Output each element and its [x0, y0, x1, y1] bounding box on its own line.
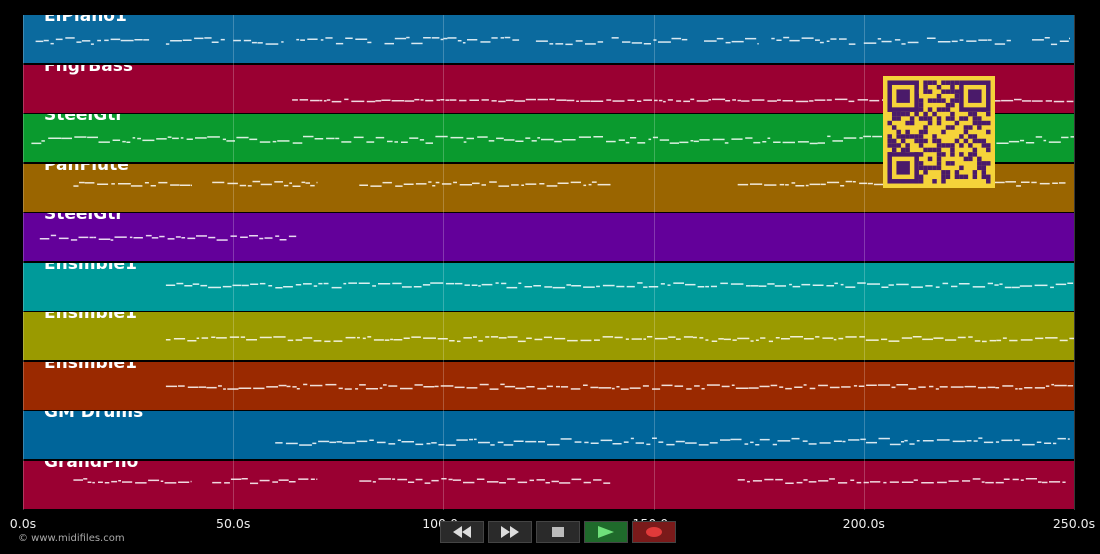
track-name: Ensmble1: [44, 262, 137, 274]
time-tick-label: 200.0s: [842, 516, 885, 531]
track-name: FngrBass: [44, 64, 133, 76]
time-gridline: [1074, 15, 1075, 510]
track-lane: Ensmble1: [23, 262, 1074, 312]
qr-code-icon: [887, 80, 991, 184]
track-lane: PanFlute: [23, 163, 1074, 213]
transport-controls: [440, 521, 676, 543]
play-icon: [598, 526, 614, 538]
note-marks: [165, 281, 1074, 288]
track-name: PanFlute: [44, 163, 129, 175]
time-tick-label: 0.0s: [9, 516, 37, 531]
note-marks: [35, 36, 1070, 46]
track-lane: Ensmble1: [23, 312, 1074, 361]
fast-forward-button[interactable]: [488, 521, 532, 543]
track-name: SteelGtr: [44, 114, 124, 125]
track-name: ElPiano1: [44, 15, 127, 26]
track-name: GM Drums: [44, 411, 144, 422]
track-name: GrandPno: [44, 460, 139, 472]
track-lane: GrandPno: [23, 460, 1074, 510]
track-lane: SteelGtr: [23, 213, 1074, 262]
stop-button[interactable]: [536, 521, 580, 543]
note-marks: [165, 336, 1074, 343]
rewind-icon: [453, 526, 471, 538]
note-marks: [39, 234, 297, 241]
play-button[interactable]: [584, 521, 628, 543]
track-lane: GM Drums: [23, 411, 1074, 460]
track-lane: Ensmble1: [23, 361, 1074, 411]
rewind-button[interactable]: [440, 521, 484, 543]
time-tick-label: 250.0s: [1052, 516, 1096, 531]
track-name: Ensmble1: [44, 312, 137, 323]
record-button[interactable]: [632, 521, 676, 543]
stop-icon: [552, 527, 564, 537]
note-marks: [165, 383, 1074, 390]
track-name: SteelGtr: [44, 213, 124, 224]
record-icon: [646, 527, 662, 537]
time-tick-label: 50.0s: [216, 516, 251, 531]
track-lane: ElPiano1: [23, 15, 1074, 64]
note-marks: [275, 437, 1070, 446]
copyright-text: © www.midifiles.com: [18, 533, 125, 544]
track-name: Ensmble1: [44, 361, 137, 373]
note-marks: [31, 135, 1074, 145]
note-marks: [73, 477, 1066, 484]
fast-forward-icon: [501, 526, 519, 538]
qr-code-image: [883, 76, 995, 188]
